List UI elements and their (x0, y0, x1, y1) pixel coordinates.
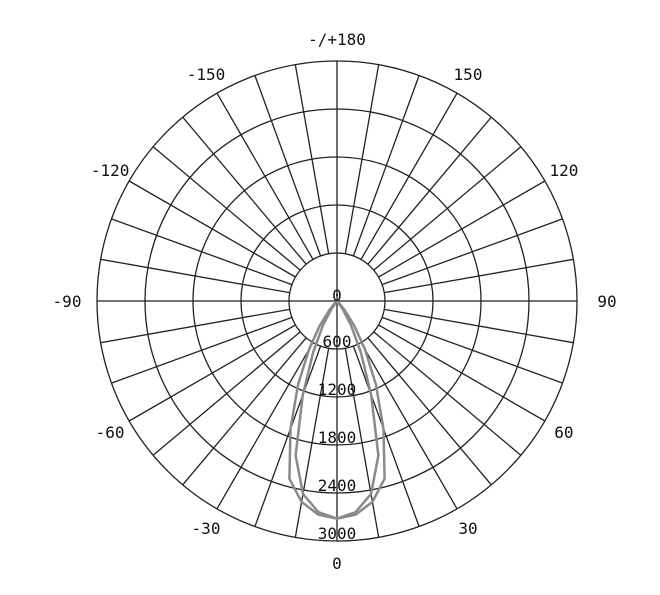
grid-spoke (128, 180, 296, 278)
grid-spoke (360, 342, 458, 510)
series-line-2 (294, 300, 380, 520)
polar-grid (96, 60, 578, 542)
grid-spoke (111, 218, 293, 286)
grid-spoke (344, 348, 380, 538)
angle-labels: 0 30 60 90 120 150 -/+180 -150 -120 -90 -60 -30 (53, 30, 617, 573)
grid-spoke (352, 75, 420, 257)
grid-spoke (360, 92, 458, 260)
angle-label: 0 (332, 554, 342, 573)
angle-label: 60 (554, 423, 573, 442)
grid-spoke (378, 180, 546, 278)
grid-spoke (367, 116, 492, 265)
grid-spoke (384, 308, 574, 344)
angle-label: 90 (597, 292, 616, 311)
radial-tick-label: 1800 (318, 428, 357, 447)
radial-tick-label: 1200 (318, 380, 357, 399)
grid-spoke (182, 116, 307, 265)
angle-label: -90 (53, 292, 82, 311)
radial-tick-label: 0 (332, 286, 342, 305)
angle-label: -120 (91, 161, 130, 180)
grid-spoke (367, 337, 492, 486)
grid-spoke (254, 75, 322, 257)
grid-spoke (254, 345, 322, 527)
angle-label: 150 (454, 65, 483, 84)
grid-spoke (182, 337, 307, 486)
angle-label: -/+180 (308, 30, 366, 49)
grid-spoke (294, 348, 330, 538)
grid-spoke (381, 218, 563, 286)
radial-tick-label: 2400 (318, 476, 357, 495)
grid-spoke (216, 92, 314, 260)
grid-spoke (152, 146, 301, 271)
grid-spoke (111, 316, 293, 384)
grid-spoke (344, 64, 380, 254)
radial-labels: 0 600 1200 1800 2400 3000 (318, 286, 357, 543)
grid-spoke (100, 308, 290, 344)
series-group (288, 300, 386, 520)
grid-spoke (152, 331, 301, 456)
grid-spoke (373, 331, 522, 456)
grid-spoke (128, 324, 296, 422)
grid-spoke (100, 258, 290, 294)
angle-label: -150 (187, 65, 226, 84)
angle-label: 120 (549, 161, 578, 180)
angle-label: -30 (192, 519, 221, 538)
grid-spoke (384, 258, 574, 294)
grid-spoke (216, 342, 314, 510)
grid-spoke (381, 316, 563, 384)
radial-tick-label: 3000 (318, 524, 357, 543)
angle-label: -60 (96, 423, 125, 442)
grid-spoke (378, 324, 546, 422)
grid-spoke (373, 146, 522, 271)
angle-label: 30 (458, 519, 477, 538)
radial-tick-label: 600 (323, 332, 352, 351)
grid-spoke (352, 345, 420, 527)
grid-spoke (294, 64, 330, 254)
